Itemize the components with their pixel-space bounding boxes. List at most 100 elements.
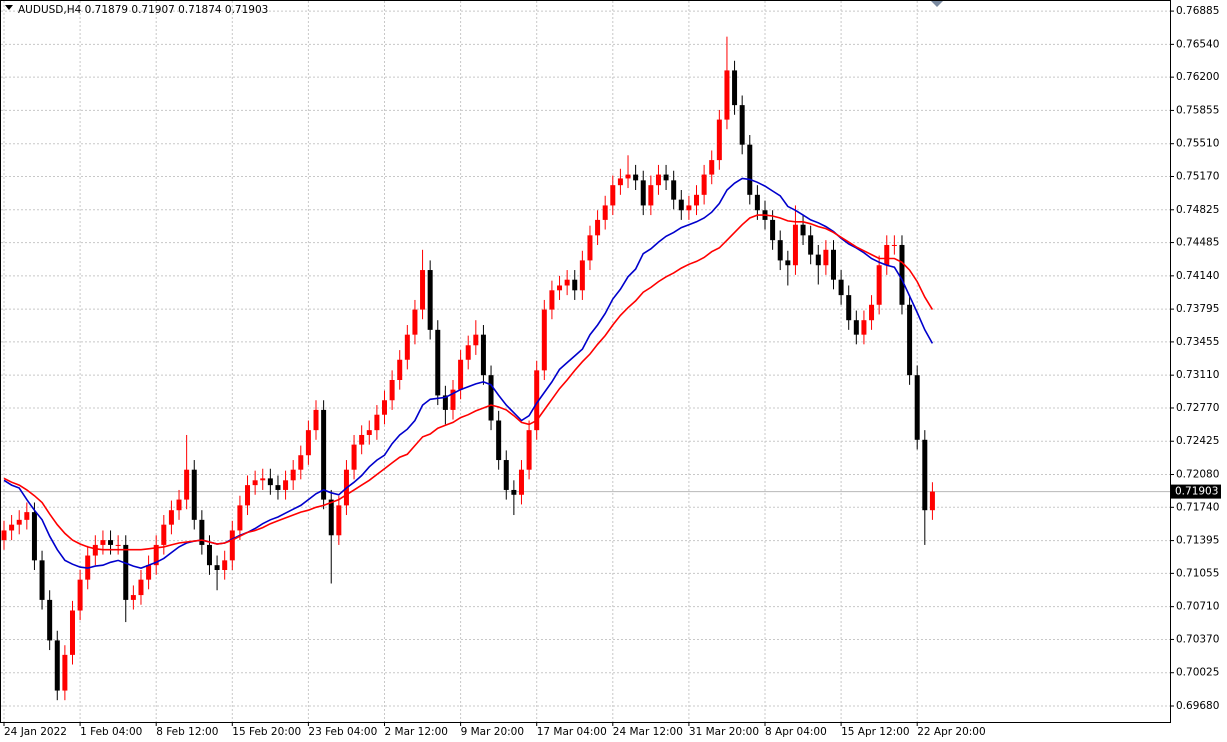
y-tick-label: 0.72080 [1176,469,1219,481]
candle-body [146,565,152,580]
candle-body [579,260,585,291]
candle-body [130,595,136,600]
candle-body [206,544,212,566]
candle-body [884,244,890,266]
candle-body [1,530,7,541]
candle-body [518,469,524,495]
y-tick-label: 0.72770 [1176,402,1219,414]
candle-body [496,420,502,461]
candle-body [313,409,319,431]
candle-body [572,279,578,291]
candle-body [108,540,114,545]
candle-body [153,544,159,566]
candle-body [564,279,570,286]
candle-body [450,389,456,410]
candle-body [503,460,509,490]
candle-body [595,219,601,236]
y-tick-label: 0.69680 [1176,700,1219,712]
candle-body [891,244,897,246]
menu-arrow[interactable] [5,5,13,10]
y-tick-label: 0.76200 [1176,71,1219,83]
candle-body [838,279,844,296]
candle-body [374,414,380,431]
candle-body [732,70,738,106]
candle-body [427,270,433,330]
candle-body [534,370,540,431]
candle-body [754,194,760,211]
candle-body [701,174,707,195]
candle-body [435,329,441,396]
y-tick-label: 0.76540 [1176,38,1219,50]
candle-body [176,499,182,511]
candle-body [184,469,190,500]
candle-body [830,249,836,280]
candle-body [267,478,273,486]
candle-body [800,224,806,236]
candle-body [686,205,692,211]
candle-body [9,524,15,531]
x-tick-label: 9 Mar 20:00 [461,726,524,738]
x-tick-label: 22 Apr 20:00 [917,726,985,738]
candle-body [770,219,776,241]
x-tick-label: 17 Mar 04:00 [537,726,607,738]
candle-body [275,485,281,490]
candle-body [633,174,639,181]
y-tick-label: 0.71740 [1176,501,1219,513]
candle-body [229,530,235,561]
candle-body [115,544,121,546]
candle-body [488,375,494,421]
y-tick-label: 0.70710 [1176,601,1219,613]
candle-body [397,359,403,380]
candle-body [541,309,547,371]
candle-body [305,430,311,456]
candle-body [678,199,684,211]
candle-body [351,444,357,470]
candle-body [777,240,783,261]
x-tick-label: 8 Apr 04:00 [765,726,827,738]
candle-body [869,304,875,321]
y-tick-label: 0.74485 [1176,237,1219,249]
candle-body [709,160,715,175]
candle-body [54,640,60,691]
candle-body [404,334,410,360]
x-tick-label: 15 Feb 20:00 [232,726,301,738]
candle-body [260,478,266,481]
candle-body [480,334,486,376]
candle-body [655,174,661,186]
candle-body [298,455,304,470]
candle-body [861,320,867,335]
candle-body [792,224,798,266]
y-tick-label: 0.73795 [1176,303,1219,315]
candle-body [640,180,646,206]
candle-body [69,610,75,655]
candle-body [39,560,45,600]
candle-body [465,345,471,360]
candle-body [214,565,220,570]
candle-body [526,430,532,470]
candle-body [168,510,174,525]
candle-body [412,309,418,335]
candle-body [191,469,197,520]
candle-body [739,105,745,145]
candle-body [366,430,372,435]
candle-body [199,519,205,545]
candle-body [876,265,882,305]
candle-body [846,295,852,321]
candle-body [222,560,228,570]
x-tick-label: 31 Mar 20:00 [689,726,759,738]
candle-body [161,524,167,545]
candle-body [442,395,448,410]
scroll-marker [931,1,943,7]
y-tick-label: 0.74825 [1176,204,1219,216]
candle-body [473,334,479,346]
chart-title: AUDUSD,H4 0.71879 0.71907 0.71874 0.7190… [18,4,268,16]
candle-body [625,174,631,179]
candle-body [321,409,327,500]
candle-body [694,194,700,206]
x-tick-label: 24 Jan 2022 [4,726,67,738]
candle-body [458,359,464,390]
y-tick-label: 0.70370 [1176,633,1219,645]
x-tick-label: 15 Apr 12:00 [841,726,909,738]
candle-body [815,254,821,266]
